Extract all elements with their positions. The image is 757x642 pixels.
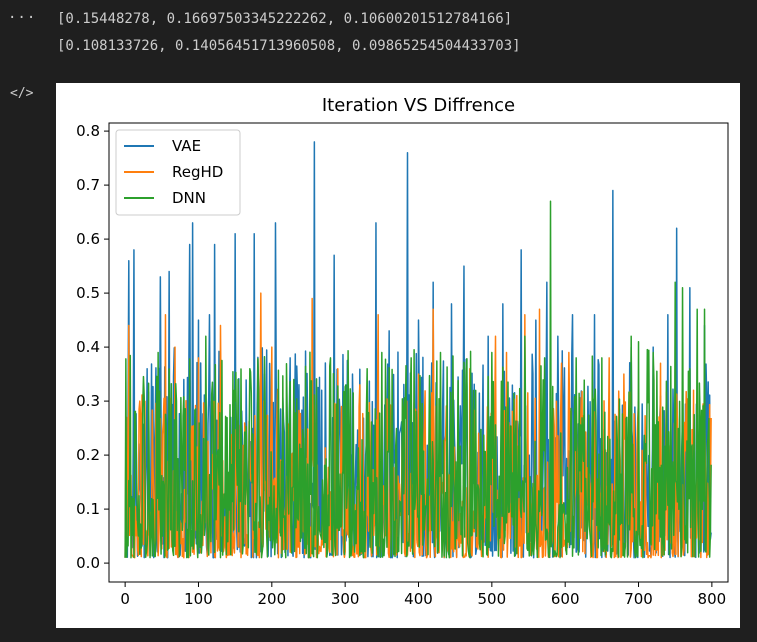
x-tick-label: 700 bbox=[624, 590, 653, 608]
legend: VAE RegHD DNN bbox=[115, 129, 241, 216]
output-line: [0.15448278, 0.16697503345222262, 0.1060… bbox=[57, 11, 513, 27]
x-tick-label: 600 bbox=[551, 590, 580, 608]
x-tick-label: 800 bbox=[698, 590, 727, 608]
y-tick-label: 0.1 bbox=[76, 500, 100, 518]
output-line: [0.108133726, 0.14056451713960508, 0.098… bbox=[57, 38, 521, 54]
legend-label: VAE bbox=[172, 137, 201, 155]
legend-label: DNN bbox=[172, 189, 206, 207]
chart-title: Iteration VS Diffrence bbox=[322, 95, 515, 116]
x-tick-label: 300 bbox=[331, 590, 360, 608]
chart-figure: Iteration VS Diffrence 0 100 200 300 400 500 60… bbox=[56, 83, 740, 628]
y-tick-label: 0.3 bbox=[76, 392, 100, 410]
y-tick-label: 0.0 bbox=[76, 554, 100, 572]
y-tick-label: 0.7 bbox=[76, 176, 100, 194]
legend-label: RegHD bbox=[172, 163, 223, 181]
y-tick-label: 0.2 bbox=[76, 446, 100, 464]
x-tick-label: 100 bbox=[184, 590, 213, 608]
code-icon[interactable]: </> bbox=[10, 86, 34, 101]
series-line-dnn bbox=[124, 200, 712, 559]
legend-box bbox=[115, 129, 241, 216]
y-tick-label: 0.6 bbox=[76, 230, 100, 248]
ellipsis-icon[interactable]: ··· bbox=[8, 10, 37, 26]
x-tick-label: 400 bbox=[404, 590, 433, 608]
x-tick-label: 200 bbox=[257, 590, 286, 608]
y-tick-label: 0.5 bbox=[76, 284, 100, 302]
y-tick-label: 0.4 bbox=[76, 338, 100, 356]
y-tick-label: 0.8 bbox=[76, 122, 100, 140]
x-tick-label: 500 bbox=[478, 590, 507, 608]
line-chart: Iteration VS Diffrence 0 100 200 300 400 500 60… bbox=[76, 95, 729, 608]
x-tick-label: 0 bbox=[120, 590, 130, 608]
